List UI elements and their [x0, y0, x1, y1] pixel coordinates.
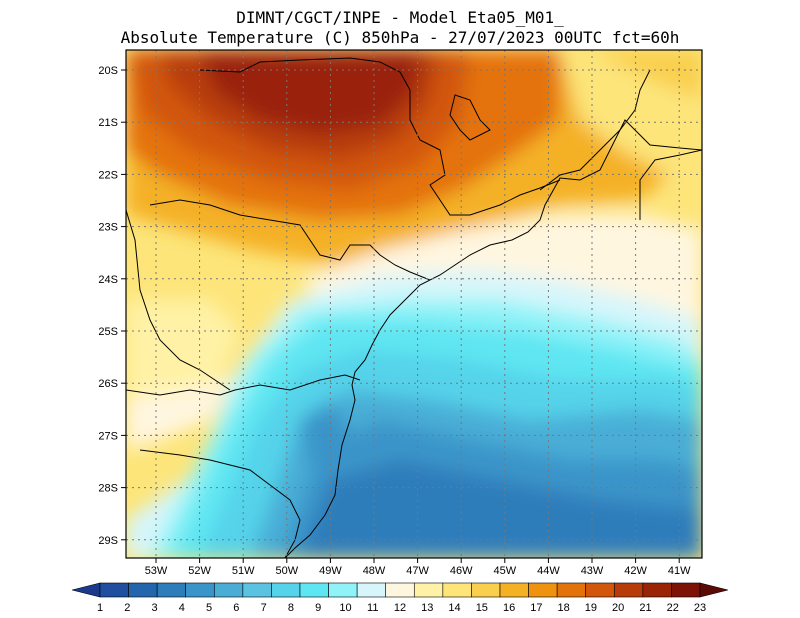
state-border-sc-rs: [139, 449, 301, 558]
colorbar-swatch: [356, 582, 387, 598]
colorbar-label: 2: [124, 602, 130, 614]
lon-tick-label: 43W: [581, 565, 604, 577]
lagoon-outline: [449, 94, 491, 141]
colorbar-label: 4: [179, 602, 185, 614]
colorbar-swatch: [299, 582, 329, 598]
state-border-pr-sp: [149, 199, 431, 281]
colorbar-swatch: [128, 582, 158, 598]
map-title-line-1: DIMNT/CGCT/INPE - Model Eta05_M01_: [236, 8, 564, 27]
colorbar-swatch: [585, 582, 615, 598]
colorbar-label: 20: [612, 602, 624, 614]
colorbar-low-arrow: [71, 582, 101, 598]
colorbar-label: 9: [315, 602, 321, 614]
colorbar-label: 16: [503, 602, 515, 614]
colorbar-label: 5: [206, 602, 212, 614]
colorbar-label: 23: [694, 602, 706, 614]
lat-tick-label: 25S: [98, 326, 118, 338]
lon-tick-label: 45W: [493, 565, 516, 577]
lat-tick-label: 22S: [98, 169, 118, 181]
colorbar-label: 8: [288, 602, 294, 614]
colorbar-label: 18: [558, 602, 570, 614]
colorbar-label: 15: [476, 602, 488, 614]
lat-tick-label: 26S: [98, 378, 118, 390]
boundary-lines: [126, 57, 702, 558]
colorbar-swatch: [413, 582, 444, 598]
lon-tick-label: 51W: [232, 565, 255, 577]
lat-tick-label: 21S: [98, 117, 118, 129]
colorbar-swatch: [385, 582, 415, 598]
state-border-pr-sc: [126, 374, 361, 396]
lat-tick-label: 23S: [98, 222, 118, 234]
lat-tick-label: 28S: [98, 483, 118, 495]
colorbar-swatch: [328, 582, 358, 598]
colorbar-swatch: [442, 582, 472, 598]
colorbar-swatch: [99, 582, 129, 598]
colorbar-label: 3: [151, 602, 157, 614]
colorbar-swatch: [556, 582, 587, 598]
longitude-tick-labels: 53W 52W 51W 50W 49W 48W 47W 46W 45W 44W 43W 42W 41W: [145, 558, 691, 577]
colorbar-swatch: [642, 582, 672, 598]
colorbar-label: 14: [448, 602, 460, 614]
colorbar-swatch: [242, 582, 272, 598]
state-border-rj-mg: [539, 69, 651, 191]
colorbar-label: 17: [530, 602, 542, 614]
lon-tick-label: 47W: [406, 565, 429, 577]
colorbar-swatch: [499, 582, 529, 598]
colorbar-label: 19: [585, 602, 597, 614]
lon-tick-label: 42W: [624, 565, 647, 577]
state-border-pr-west: [126, 209, 231, 391]
lat-tick-label: 27S: [98, 430, 118, 442]
lon-tick-label: 53W: [145, 565, 168, 577]
colorbar: 1 2 3 4 5 6 7 8 9 10 11 12 13 14 15 16 17 18 19 20 21 22 23: [71, 582, 729, 614]
colorbar-swatch: [671, 582, 701, 598]
colorbar-swatch: [471, 582, 501, 598]
colorbar-swatch: [185, 582, 215, 598]
colorbar-label: 10: [339, 602, 351, 614]
colorbar-label: 12: [394, 602, 406, 614]
state-border-es: [639, 149, 702, 220]
lat-lon-grid: [126, 50, 702, 558]
lat-tick-label: 20S: [98, 65, 118, 77]
colorbar-swatch: [156, 582, 187, 598]
colorbar-swatch: [213, 582, 244, 598]
colorbar-label: 13: [421, 602, 433, 614]
lat-tick-label: 24S: [98, 274, 118, 286]
latitude-tick-labels: 20S 21S 22S 23S 24S 25S 26S 27S 28S 29S: [98, 65, 126, 547]
lon-tick-label: 44W: [537, 565, 560, 577]
colorbar-swatch: [528, 582, 558, 598]
colorbar-label: 7: [261, 602, 267, 614]
lon-tick-label: 46W: [450, 565, 473, 577]
map-frame: [125, 49, 703, 559]
colorbar-label: 11: [367, 602, 378, 614]
colorbar-label: 1: [97, 602, 103, 614]
colorbar-high-arrow: [699, 582, 729, 598]
lon-tick-label: 41W: [668, 565, 691, 577]
lon-tick-label: 52W: [188, 565, 211, 577]
lon-tick-label: 48W: [363, 565, 386, 577]
colorbar-swatch: [271, 582, 301, 598]
lon-tick-label: 49W: [319, 565, 342, 577]
lon-tick-label: 50W: [275, 565, 298, 577]
temperature-field: [126, 50, 702, 558]
state-border-sp-mg: [199, 57, 561, 216]
map-title-line-2: Absolute Temperature (C) 850hPa - 27/07/…: [120, 28, 680, 47]
coastline: [284, 119, 702, 558]
colorbar-label: 21: [639, 602, 651, 614]
colorbar-label: 6: [233, 602, 239, 614]
colorbar-swatch: [613, 582, 644, 598]
colorbar-label: 22: [667, 602, 679, 614]
lat-tick-label: 29S: [98, 535, 118, 547]
